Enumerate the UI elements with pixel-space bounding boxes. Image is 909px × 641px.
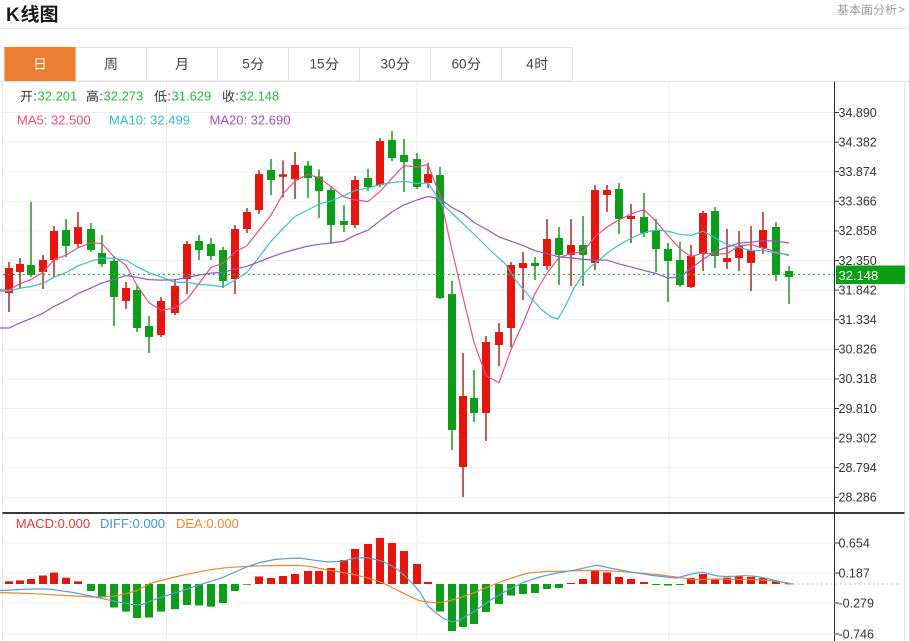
- svg-text:0.654: 0.654: [839, 536, 870, 550]
- svg-text:DEA:0.000: DEA:0.000: [176, 516, 239, 531]
- svg-text:32.148: 32.148: [240, 89, 280, 104]
- svg-text:32.148: 32.148: [839, 268, 879, 283]
- svg-text:5: 5: [242, 57, 250, 72]
- svg-text:32.273: 32.273: [104, 89, 144, 104]
- svg-text:60: 60: [451, 57, 466, 72]
- svg-text:MA20: 32.690: MA20: 32.690: [210, 113, 291, 128]
- svg-text:28.794: 28.794: [839, 461, 877, 475]
- svg-text:33.874: 33.874: [839, 165, 877, 179]
- svg-text::: :: [235, 89, 239, 104]
- svg-text:32.201: 32.201: [38, 89, 78, 104]
- svg-text:MA10: 32.499: MA10: 32.499: [109, 113, 190, 128]
- svg-text:29.302: 29.302: [839, 431, 877, 445]
- svg-text:MACD:0.000: MACD:0.000: [16, 516, 90, 531]
- svg-text:33.366: 33.366: [839, 195, 877, 209]
- svg-text:0.187: 0.187: [839, 566, 870, 580]
- svg-text:-0.746: -0.746: [839, 627, 874, 641]
- svg-text:DIFF:0.000: DIFF:0.000: [100, 516, 165, 531]
- svg-text:4: 4: [526, 57, 534, 72]
- svg-text:K: K: [6, 5, 20, 26]
- svg-text::: :: [99, 89, 103, 104]
- svg-text:31.842: 31.842: [839, 283, 877, 297]
- svg-text:15: 15: [309, 57, 324, 72]
- svg-text:28.286: 28.286: [839, 491, 877, 505]
- svg-text:30.318: 30.318: [839, 372, 877, 386]
- svg-text:30.826: 30.826: [839, 343, 877, 357]
- svg-text::: :: [167, 89, 171, 104]
- svg-text:MA5: 32.500: MA5: 32.500: [17, 113, 91, 128]
- svg-text:31.334: 31.334: [839, 313, 877, 327]
- svg-text:32.858: 32.858: [839, 224, 877, 238]
- svg-text:34.890: 34.890: [839, 106, 877, 120]
- svg-text:29.810: 29.810: [839, 402, 877, 416]
- svg-text:31.629: 31.629: [172, 89, 212, 104]
- svg-text:34.382: 34.382: [839, 135, 877, 149]
- svg-text:30: 30: [380, 57, 395, 72]
- svg-text:>: >: [898, 3, 905, 17]
- svg-text::: :: [33, 89, 37, 104]
- svg-text:-0.279: -0.279: [839, 596, 874, 610]
- svg-text:32.350: 32.350: [839, 254, 877, 268]
